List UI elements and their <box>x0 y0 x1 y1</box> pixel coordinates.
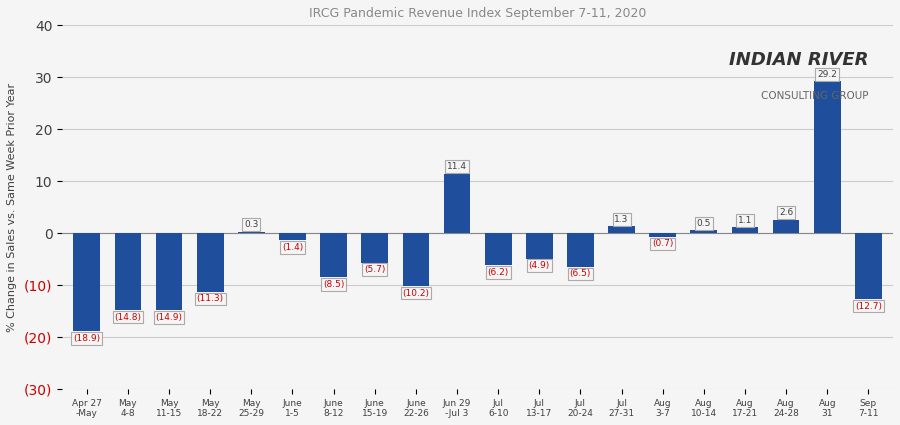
Bar <box>690 230 717 233</box>
Bar <box>444 174 471 233</box>
Text: 29.2: 29.2 <box>817 70 837 79</box>
Text: (18.9): (18.9) <box>73 334 101 343</box>
Bar <box>526 233 553 258</box>
Text: (6.5): (6.5) <box>570 269 591 278</box>
Bar <box>279 233 306 241</box>
Bar <box>238 232 265 233</box>
Bar <box>855 233 882 299</box>
Bar <box>197 233 223 292</box>
Y-axis label: % Change in Sales vs. Same Week Prior Year: % Change in Sales vs. Same Week Prior Ye… <box>7 82 17 332</box>
Bar <box>814 81 841 233</box>
Bar <box>362 233 388 263</box>
Text: 1.3: 1.3 <box>615 215 629 224</box>
Text: (6.2): (6.2) <box>488 268 508 277</box>
Text: (8.5): (8.5) <box>323 280 345 289</box>
Text: (5.7): (5.7) <box>364 265 385 274</box>
Text: INDIAN RIVER: INDIAN RIVER <box>729 51 868 69</box>
Text: (12.7): (12.7) <box>855 302 882 311</box>
Text: 1.1: 1.1 <box>738 216 752 225</box>
Bar <box>320 233 347 277</box>
Text: CONSULTING GROUP: CONSULTING GROUP <box>760 91 868 101</box>
Bar <box>485 233 511 265</box>
Text: (0.7): (0.7) <box>652 239 673 248</box>
Text: 0.3: 0.3 <box>244 220 258 229</box>
Text: (11.3): (11.3) <box>196 295 224 303</box>
Text: (14.9): (14.9) <box>156 313 183 322</box>
Bar <box>156 233 183 311</box>
Title: IRCG Pandemic Revenue Index September 7-11, 2020: IRCG Pandemic Revenue Index September 7-… <box>309 7 646 20</box>
Text: 0.5: 0.5 <box>697 219 711 228</box>
Bar <box>608 227 634 233</box>
Text: 11.4: 11.4 <box>447 162 467 171</box>
Text: (4.9): (4.9) <box>528 261 550 270</box>
Text: (10.2): (10.2) <box>402 289 429 298</box>
Bar <box>114 233 141 310</box>
Bar <box>74 233 100 331</box>
Bar <box>567 233 594 267</box>
Bar <box>649 233 676 237</box>
Bar <box>732 227 759 233</box>
Text: (14.8): (14.8) <box>114 312 141 322</box>
Text: (1.4): (1.4) <box>282 243 303 252</box>
Text: 2.6: 2.6 <box>779 208 793 217</box>
Bar <box>402 233 429 286</box>
Bar <box>773 220 799 233</box>
